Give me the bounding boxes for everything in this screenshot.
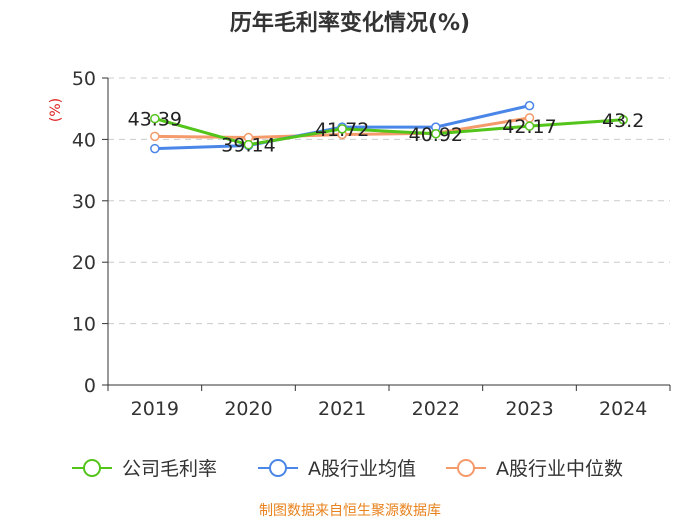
data-label-2023: 42.17: [502, 116, 556, 138]
data-label-2020: 39.14: [221, 135, 275, 157]
point-s0-2021: [337, 124, 347, 134]
data-label-2024: 43.2: [602, 110, 644, 132]
x-tick-label-2022: 2022: [412, 398, 460, 420]
data-label-2022: 40.92: [409, 124, 463, 146]
gridlines: [108, 77, 670, 325]
x-tick-label-2021: 2021: [318, 398, 366, 420]
x-tick-label-2024: 2024: [599, 398, 647, 420]
legend-marker-0: [83, 459, 101, 477]
data-label-2019: 43.39: [128, 109, 182, 131]
legend-item-0: 公司毛利率: [72, 458, 217, 480]
data-label-2021: 41.72: [315, 119, 369, 141]
legend-item-1: A股行业均值: [258, 458, 416, 480]
x-tick-label-2020: 2020: [224, 398, 272, 420]
series-group: [150, 100, 628, 154]
point-s1-2023: [524, 100, 535, 111]
legend-marker-1: [269, 459, 287, 477]
y-tick-label-40: 40: [72, 129, 96, 151]
point-s0-2020: [243, 139, 254, 150]
legend: 公司毛利率 A股行业均值 A股行业中位数: [72, 458, 623, 480]
y-tick-label-30: 30: [72, 191, 96, 213]
point-s2-2019: [150, 131, 160, 142]
point-s1-2019: [150, 143, 160, 154]
y-tick-label-20: 20: [72, 252, 96, 274]
point-s0-2023: [524, 121, 535, 131]
point-s0-2022: [431, 129, 441, 139]
y-axis-label: (%): [48, 98, 64, 122]
point-s0-2024: [618, 115, 628, 125]
legend-label-1: A股行业均值: [308, 458, 416, 480]
point-s0-2019: [150, 113, 160, 124]
legend-item-2: A股行业中位数: [446, 458, 623, 480]
series-line-0: [154, 117, 624, 147]
chart-title: 历年毛利率变化情况(%): [230, 10, 470, 36]
y-tick-label-50: 50: [72, 68, 96, 90]
y-tick-label-10: 10: [72, 314, 96, 336]
y-tick-label-0: 0: [84, 375, 96, 397]
x-tick-label-2019: 2019: [131, 398, 179, 420]
x-tick-label-2023: 2023: [505, 398, 553, 420]
legend-marker-2: [457, 459, 475, 477]
data-labels: 43.39 39.14 41.72 40.92 42.17 43.2: [128, 109, 645, 157]
legend-label-2: A股行业中位数: [496, 458, 623, 480]
source-note: 制图数据来自恒生聚源数据库: [259, 503, 441, 519]
legend-label-0: 公司毛利率: [122, 458, 217, 480]
axes: 0 10 20 30 40 50 2019 2020 2021 2022 2023 2024: [72, 68, 671, 420]
